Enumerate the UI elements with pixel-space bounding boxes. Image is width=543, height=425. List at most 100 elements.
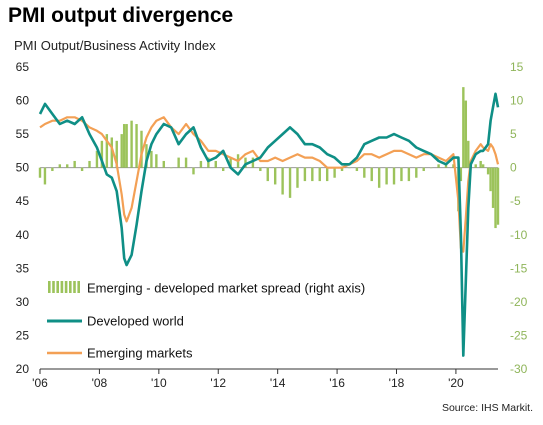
spread-bar (43, 167, 47, 185)
spread-bar (120, 134, 123, 168)
chart-subtitle: PMI Output/Business Activity Index (14, 38, 216, 53)
spread-bar (486, 167, 490, 175)
spread-bar (491, 167, 495, 208)
spread-bar (95, 150, 99, 168)
spread-bar (125, 124, 128, 168)
spread-bar (429, 167, 433, 169)
y2-tick-label: 5 (510, 127, 517, 141)
y-tick-label: 30 (16, 295, 30, 309)
spread-bar (459, 167, 463, 182)
legend-swatch-bar (56, 281, 59, 293)
y-tick-label: 60 (16, 94, 30, 108)
spread-bar (251, 157, 255, 168)
legend-label: Emerging markets (87, 346, 193, 361)
chart-title: PMI output divergence (8, 4, 234, 27)
legend-swatch-bar (52, 281, 55, 293)
x-tick-label: '18 (389, 376, 405, 390)
y2-tick-label: -30 (510, 362, 528, 376)
spread-bar (385, 167, 388, 185)
x-tick-label: '12 (210, 376, 226, 390)
x-tick-label: '06 (32, 376, 48, 390)
spread-bar (51, 167, 54, 172)
spread-bar (184, 157, 188, 168)
spread-bar (325, 167, 329, 182)
spread-bar (73, 160, 76, 168)
spread-bar (100, 140, 104, 168)
spread-bar (481, 164, 485, 168)
spread-bar (244, 157, 247, 168)
spread-bar (333, 167, 336, 178)
spread-bar (150, 150, 153, 168)
legend-swatch-bar (73, 281, 76, 293)
spread-bar (452, 164, 455, 168)
spread-bar (207, 157, 210, 168)
y-tick-label: 55 (16, 127, 30, 141)
spread-bar (66, 164, 69, 168)
spread-bar (318, 167, 321, 182)
emerging-markets-line (39, 116, 500, 253)
spread-bar (407, 167, 411, 182)
y-tick-label: 35 (16, 261, 30, 275)
spread-bar (170, 167, 173, 169)
spread-bar (377, 167, 381, 188)
spread-bar (400, 167, 403, 182)
spread-bar (479, 160, 482, 168)
spread-bar (140, 130, 143, 168)
y2-tick-label: -25 (510, 328, 528, 342)
y2-tick-label: -15 (510, 261, 528, 275)
spread-bar (273, 167, 277, 185)
spread-bar (355, 167, 359, 172)
spread-bar (363, 167, 366, 178)
spread-bar (135, 124, 138, 168)
x-tick-label: '10 (151, 376, 167, 390)
y-tick-label: 50 (16, 161, 30, 175)
legend-swatch-bar (69, 281, 72, 293)
y2-tick-label: -5 (510, 194, 521, 208)
y2-tick-label: 15 (510, 60, 524, 74)
legend-label: Developed world (87, 314, 184, 329)
spread-bar (496, 167, 500, 225)
y-tick-label: 40 (16, 228, 30, 242)
spread-bar (494, 167, 497, 229)
spread-bar (281, 167, 284, 195)
spread-bar (222, 167, 225, 172)
y2-tick-label: -20 (510, 295, 528, 309)
spread-bar (462, 87, 465, 168)
spread-bar (489, 167, 492, 192)
y2-tick-label: 10 (510, 94, 524, 108)
spread-bar (259, 167, 262, 172)
spread-bar (229, 157, 232, 168)
spread-bar (348, 167, 351, 169)
spread-bar (58, 164, 62, 168)
y2-tick-label: -10 (510, 228, 528, 242)
spread-bar (80, 167, 84, 172)
y2-tick-label: 0 (510, 161, 517, 175)
spread-bar (266, 167, 269, 182)
legend-swatch-spread (48, 281, 80, 293)
spread-bar (392, 167, 396, 185)
spread-bar (444, 164, 448, 168)
spread-bar (105, 134, 109, 168)
x-tick-label: '20 (448, 376, 464, 390)
y-tick-label: 25 (16, 328, 30, 342)
spread-bar (130, 120, 133, 168)
spread-bar (303, 167, 307, 182)
spread-bar (88, 160, 91, 168)
legend-swatch-bar (48, 281, 51, 293)
chart-source: Source: IHS Markit. (441, 402, 533, 414)
spread-bars (38, 87, 500, 229)
spread-bar (122, 124, 126, 168)
spread-bar (110, 137, 113, 168)
spread-bar (155, 154, 158, 168)
spread-bar (437, 164, 440, 168)
legend-label: Emerging - developed market spread (righ… (87, 281, 365, 296)
y-tick-label: 45 (16, 194, 30, 208)
spread-bar (115, 140, 118, 168)
x-tick-label: '08 (92, 376, 108, 390)
spread-bar (199, 160, 203, 168)
spread-bar (177, 157, 180, 168)
x-tick-label: '14 (270, 376, 286, 390)
spread-bar (288, 167, 292, 198)
spread-bar (464, 100, 468, 168)
